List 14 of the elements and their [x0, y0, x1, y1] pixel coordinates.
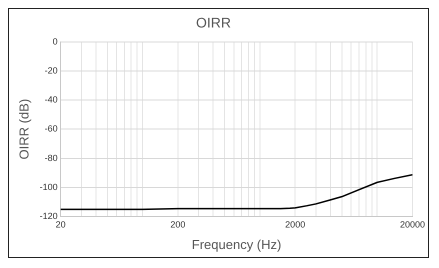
y-tick-label: -100 [40, 182, 58, 192]
y-tick-label: -80 [44, 152, 58, 163]
x-tick-label: 2000 [285, 219, 306, 230]
y-tick-label: -40 [44, 94, 58, 105]
x-tick-label: 20 [56, 219, 66, 230]
chart-title: OIRR [196, 14, 231, 30]
x-axis-title: Frequency (Hz) [192, 236, 282, 252]
y-tick-label: 0 [52, 36, 58, 46]
y-axis-title: OIRR (dB) [16, 98, 32, 160]
y-tick-label: -120 [40, 211, 58, 222]
y-tick-label: -60 [44, 124, 58, 134]
y-tick-label: -20 [44, 65, 58, 76]
x-tick-label: 20000 [400, 219, 425, 230]
x-tick-label: 200 [170, 219, 186, 230]
